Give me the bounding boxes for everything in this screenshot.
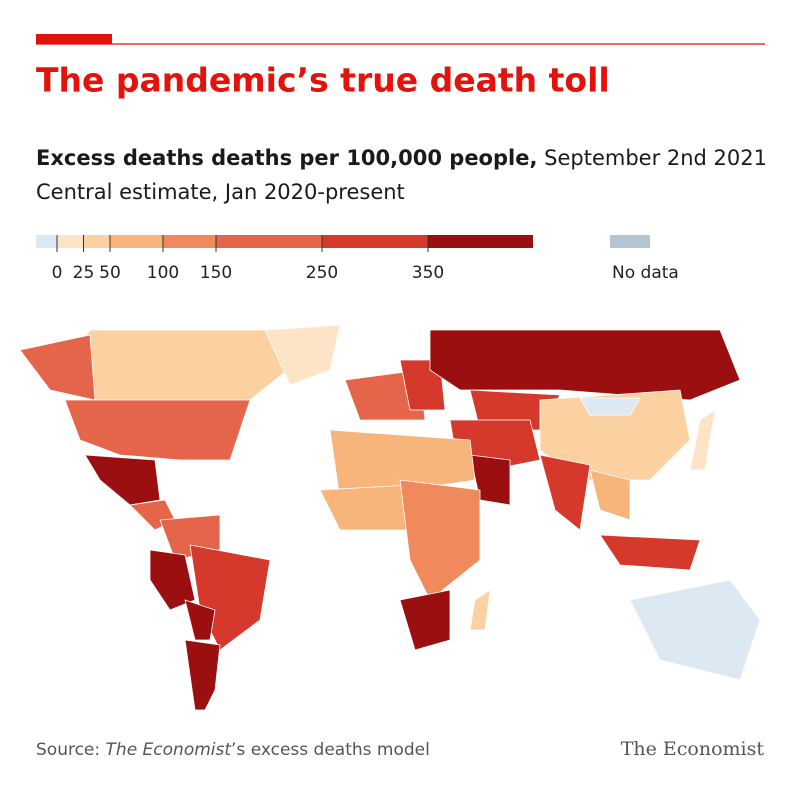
legend-swatch (322, 235, 428, 248)
region (629, 579, 761, 681)
source-italic: The Economist (106, 740, 233, 760)
legend-swatch (428, 235, 533, 248)
legend-swatch (216, 235, 322, 248)
region (589, 469, 631, 521)
region (599, 534, 701, 571)
subtitle-date: September 2nd 2021 (544, 146, 767, 170)
brand: The Economist (621, 738, 765, 760)
legend-swatch (36, 235, 57, 248)
region (539, 454, 591, 531)
region (264, 324, 341, 386)
legend-swatch (110, 235, 163, 248)
no-data-swatch (610, 235, 650, 248)
region (329, 429, 476, 501)
subtitle: Excess deaths deaths per 100,000 people,… (36, 146, 767, 170)
title: The pandemic’s true death toll (36, 61, 610, 100)
region (579, 397, 641, 416)
region (19, 334, 96, 401)
map (19, 324, 761, 711)
legend-swatch (163, 235, 216, 248)
legend-tick-label: 150 (200, 263, 232, 283)
legend-tick-label: 25 (73, 263, 95, 283)
source-suffix: ’s excess deaths model (231, 740, 430, 760)
region (84, 454, 161, 506)
region (399, 479, 481, 601)
description: Central estimate, Jan 2020-present (36, 180, 405, 204)
region (429, 329, 741, 401)
legend-swatch (83, 235, 110, 248)
legend-tick-label: 250 (306, 263, 338, 283)
legend-tick-label: 50 (99, 263, 121, 283)
region (689, 409, 716, 471)
source-prefix: Source: (36, 740, 106, 760)
no-data-label: No data (612, 263, 679, 283)
region (399, 589, 451, 651)
region (469, 589, 491, 631)
region (184, 599, 216, 641)
legend-tick-label: 100 (147, 263, 179, 283)
legend-swatch (57, 235, 84, 248)
region (59, 329, 301, 411)
region (149, 549, 196, 611)
region (184, 639, 221, 711)
accent-bar (36, 34, 112, 44)
legend-tick-label: 0 (52, 263, 63, 283)
region (319, 484, 416, 531)
subtitle-bold: Excess deaths deaths per 100,000 people, (36, 146, 538, 170)
legend: 0 25 50 100 150 250 350 No data (36, 235, 679, 283)
region (64, 399, 251, 461)
source: Source: The Economist’s excess deaths mo… (36, 740, 430, 760)
legend-tick-label: 350 (412, 263, 444, 283)
region (539, 389, 691, 481)
